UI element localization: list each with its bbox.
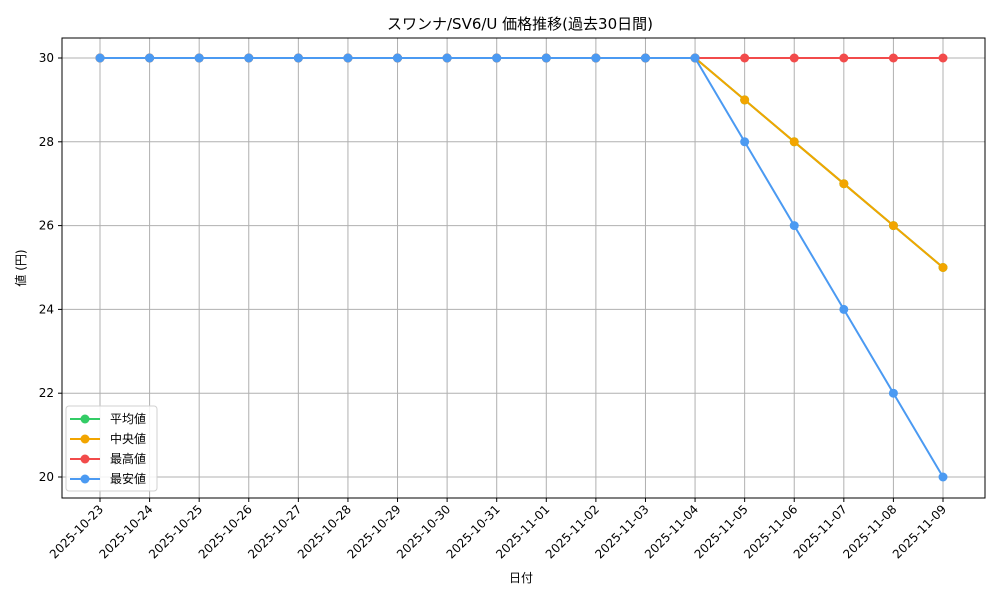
svg-text:中央値: 中央値: [110, 431, 146, 446]
y-axis: 20 22 24 26 28 30: [39, 51, 62, 484]
y-axis-label: 値 (円): [13, 249, 28, 286]
y-tick-label: 24: [39, 302, 54, 316]
legend-item: 平均値: [70, 411, 146, 426]
legend-item: 中央値: [70, 431, 146, 446]
series-lines: [95, 53, 948, 482]
legend-item: 最高値: [70, 451, 146, 466]
grid-lines: [62, 38, 985, 498]
y-tick-label: 30: [39, 51, 54, 65]
svg-text:最高値: 最高値: [110, 451, 146, 466]
y-tick-label: 28: [39, 135, 54, 149]
y-tick-label: 22: [39, 386, 54, 400]
plot-area-frame: [61, 37, 986, 499]
series-line: [95, 53, 948, 482]
svg-text:最安値: 最安値: [110, 471, 146, 486]
y-tick-label: 26: [39, 219, 54, 233]
x-tick-label: 2025-11-09: [890, 502, 949, 561]
x-axis-label: 日付: [509, 571, 533, 585]
y-tick-label: 20: [39, 470, 54, 484]
legend-item: 最安値: [70, 471, 146, 486]
x-axis: 2025-10-232025-10-242025-10-252025-10-26…: [47, 498, 949, 561]
chart-title: スワンナ/SV6/U 価格推移(過去30日間): [387, 15, 653, 33]
series-line: [95, 53, 948, 272]
svg-text:平均値: 平均値: [110, 411, 146, 426]
